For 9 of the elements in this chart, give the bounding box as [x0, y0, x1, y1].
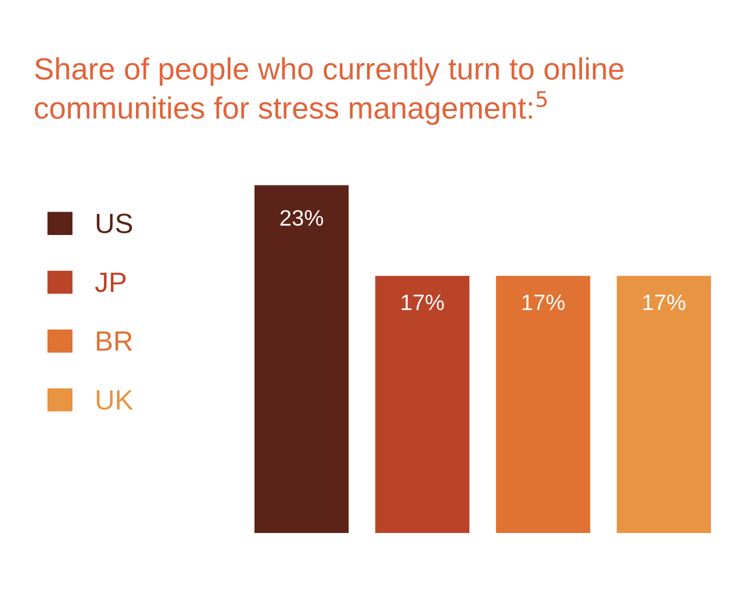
- legend-label: US: [96, 214, 132, 234]
- legend-label: UK: [96, 390, 133, 410]
- data-label: 17%: [522, 294, 565, 310]
- data-label: 23%: [280, 210, 324, 226]
- legend-label: JP: [95, 272, 126, 292]
- legend-label: BR: [96, 332, 132, 351]
- chart-title: Share of people who currently turn to online communities for stress management:$^{5}$: [35, 57, 624, 125]
- data-label: 17%: [643, 294, 686, 310]
- data-label: 17%: [402, 294, 444, 310]
